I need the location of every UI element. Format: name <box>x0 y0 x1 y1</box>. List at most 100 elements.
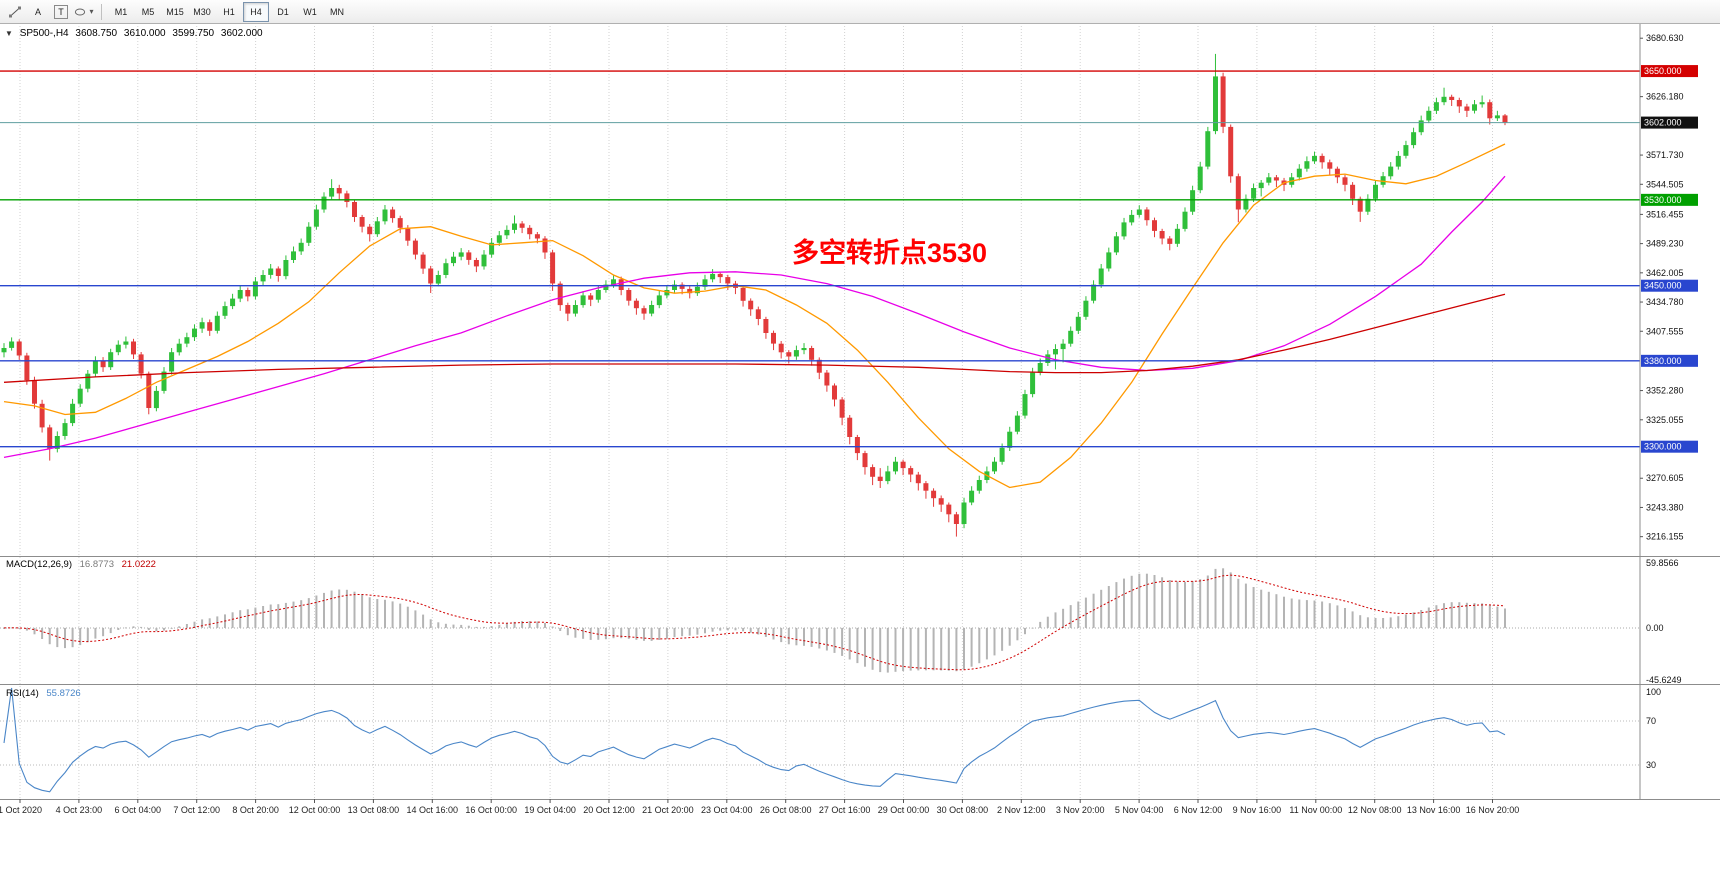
candlesticks <box>1 53 1508 537</box>
timeframe-w1-button[interactable]: W1 <box>297 2 323 22</box>
svg-text:3489.230: 3489.230 <box>1646 239 1684 249</box>
chart-annotation[interactable]: 多空转折点3530 <box>792 231 987 270</box>
svg-text:3300.000: 3300.000 <box>1644 442 1682 452</box>
shapes-dropdown-button[interactable]: ▾ <box>73 2 95 22</box>
ohlc-low-value: 3599.750 <box>172 28 215 39</box>
svg-text:59.8566: 59.8566 <box>1646 558 1679 568</box>
svg-text:3650.000: 3650.000 <box>1644 66 1682 76</box>
svg-text:11 Nov 00:00: 11 Nov 00:00 <box>1289 805 1342 815</box>
svg-text:26 Oct 08:00: 26 Oct 08:00 <box>760 805 812 815</box>
ohlc-close-value: 3602.000 <box>220 28 263 39</box>
panel-separator[interactable] <box>0 556 1720 557</box>
annotation-text: 多空转折点3530 <box>792 238 988 268</box>
ma-fast-orange[interactable] <box>3 143 1506 489</box>
timeframe-d1-button[interactable]: D1 <box>270 2 296 22</box>
ohlc-high-value: 3610.000 <box>123 28 166 39</box>
price-level-tag-3380.000 <box>1641 354 1698 367</box>
svg-text:30: 30 <box>1646 760 1656 770</box>
svg-text:14 Oct 16:00: 14 Oct 16:00 <box>407 805 459 815</box>
timeframe-h4-button[interactable]: H4 <box>243 1 269 22</box>
text-tool-button[interactable]: A <box>27 2 49 22</box>
svg-text:5 Nov 04:00: 5 Nov 04:00 <box>1115 805 1164 815</box>
svg-text:30 Oct 08:00: 30 Oct 08:00 <box>937 805 989 815</box>
svg-text:16 Oct 00:00: 16 Oct 00:00 <box>465 805 517 815</box>
svg-text:3602.000: 3602.000 <box>1644 118 1682 128</box>
svg-text:3434.780: 3434.780 <box>1646 297 1684 307</box>
svg-text:70: 70 <box>1646 716 1656 726</box>
timeframe-h1-button[interactable]: H1 <box>216 2 242 22</box>
text-tool-label: A <box>34 6 41 17</box>
price-axis[interactable]: 3680.630 3626.180 3571.730 3544.505 3516.455… <box>1639 24 1698 799</box>
svg-text:20 Oct 12:00: 20 Oct 12:00 <box>583 805 635 815</box>
macd-name: MACD(12,26,9) <box>6 559 72 570</box>
timeframe-m15-button[interactable]: M15 <box>162 2 188 22</box>
timeframe-m5-button[interactable]: M5 <box>135 2 161 22</box>
trendline-icon <box>9 6 21 17</box>
svg-text:3407.555: 3407.555 <box>1646 326 1684 336</box>
rsi-indicator-label: RSI(14) 55.8726 <box>6 688 86 699</box>
svg-text:3530.000: 3530.000 <box>1644 195 1682 205</box>
rsi-panel <box>0 687 1640 793</box>
svg-text:3216.155: 3216.155 <box>1646 532 1684 542</box>
shapes-icon <box>75 8 86 15</box>
panel-separator[interactable] <box>0 684 1720 685</box>
svg-text:29 Oct 00:00: 29 Oct 00:00 <box>878 805 930 815</box>
macd-panel <box>0 568 1640 673</box>
svg-text:9 Nov 16:00: 9 Nov 16:00 <box>1233 805 1282 815</box>
ma-mid-magenta[interactable] <box>3 175 1506 459</box>
price-axis-background <box>1640 24 1720 799</box>
ma-slow-red[interactable] <box>3 293 1506 383</box>
svg-text:27 Oct 16:00: 27 Oct 16:00 <box>819 805 871 815</box>
svg-text:3380.000: 3380.000 <box>1644 356 1682 366</box>
ohlc-open-value: 3608.750 <box>75 28 118 39</box>
macd-signal-line <box>3 574 1506 671</box>
svg-text:21 Oct 20:00: 21 Oct 20:00 <box>642 805 694 815</box>
toolbar-separator <box>101 3 102 20</box>
time-grid <box>19 26 1493 799</box>
svg-text:3270.605: 3270.605 <box>1646 473 1684 483</box>
rsi-name: RSI(14) <box>6 688 39 699</box>
svg-text:3626.180: 3626.180 <box>1646 92 1684 102</box>
timeframe-m30-button[interactable]: M30 <box>189 2 215 22</box>
svg-text:3516.455: 3516.455 <box>1646 209 1684 219</box>
svg-text:16 Nov 20:00: 16 Nov 20:00 <box>1466 805 1520 815</box>
trendline-tool-button[interactable] <box>4 2 26 22</box>
panel-separator[interactable] <box>0 799 1720 800</box>
moving-averages <box>3 143 1506 489</box>
symbol-period-label: SP500-,H4 <box>19 28 69 39</box>
price-level-tag-3530.000 <box>1641 193 1698 206</box>
svg-text:7 Oct 12:00: 7 Oct 12:00 <box>173 805 220 815</box>
svg-text:12 Nov 08:00: 12 Nov 08:00 <box>1348 805 1402 815</box>
svg-text:1 Oct 2020: 1 Oct 2020 <box>0 805 42 815</box>
macd-indicator-label: MACD(12,26,9) 16.8773 21.0222 <box>6 559 161 570</box>
rsi-value: 55.8726 <box>46 688 81 699</box>
svg-text:19 Oct 04:00: 19 Oct 04:00 <box>524 805 576 815</box>
svg-text:6 Nov 12:00: 6 Nov 12:00 <box>1174 805 1223 815</box>
textbox-tool-button[interactable]: T <box>50 2 72 22</box>
svg-text:100: 100 <box>1646 687 1661 697</box>
quick-trade-arrow-icon[interactable]: ▼ <box>5 29 13 38</box>
svg-text:3450.000: 3450.000 <box>1644 281 1682 291</box>
svg-text:8 Oct 20:00: 8 Oct 20:00 <box>232 805 279 815</box>
timeframe-m1-button[interactable]: M1 <box>108 2 134 22</box>
macd-value-main: 16.8773 <box>79 559 114 570</box>
horizontal-level-lines <box>0 70 1640 448</box>
svg-text:13 Oct 08:00: 13 Oct 08:00 <box>348 805 400 815</box>
timeframe-mn-button[interactable]: MN <box>324 2 350 22</box>
time-axis[interactable]: 1 Oct 2020 4 Oct 23:00 6 Oct 04:00 7 Oct 12… <box>0 799 1519 815</box>
svg-text:0.00: 0.00 <box>1646 623 1664 633</box>
svg-text:2 Nov 12:00: 2 Nov 12:00 <box>997 805 1046 815</box>
svg-text:3544.505: 3544.505 <box>1646 179 1684 189</box>
svg-text:-45.6249: -45.6249 <box>1646 675 1682 685</box>
price-level-tag-3450.000 <box>1641 279 1698 292</box>
price-level-tag-3650.000 <box>1641 65 1698 78</box>
rsi-line <box>3 687 1506 793</box>
svg-text:3571.730: 3571.730 <box>1646 150 1684 160</box>
svg-text:12 Oct 00:00: 12 Oct 00:00 <box>289 805 341 815</box>
current-price-tag <box>1641 116 1698 129</box>
svg-text:3680.630: 3680.630 <box>1646 33 1684 43</box>
textbox-tool-label: T <box>54 4 68 19</box>
svg-text:3 Nov 20:00: 3 Nov 20:00 <box>1056 805 1105 815</box>
